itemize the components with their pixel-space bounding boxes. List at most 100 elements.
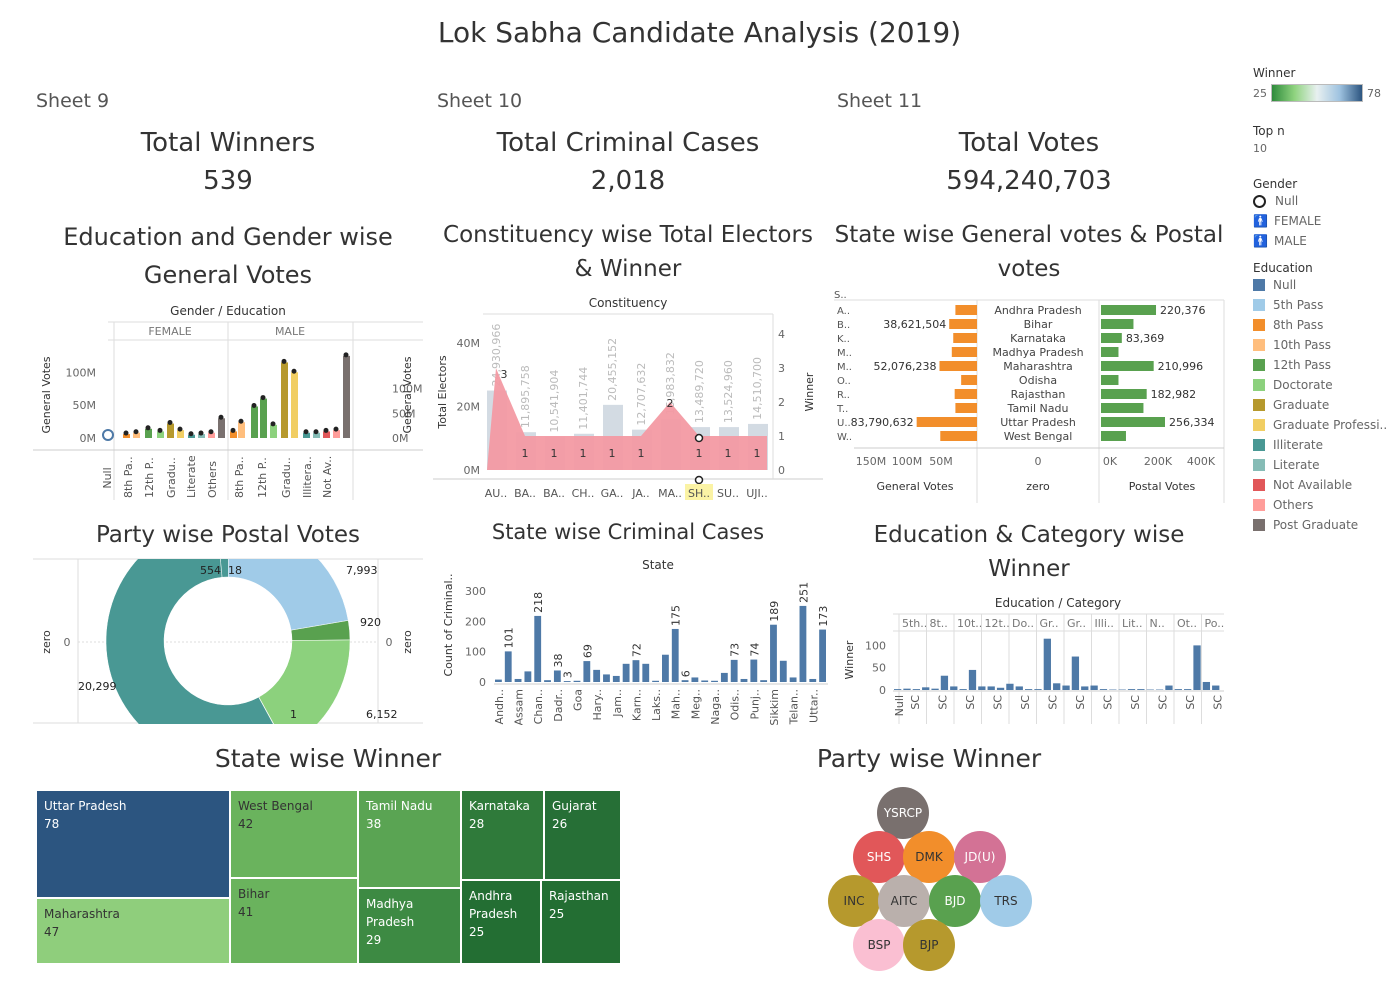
bubble-trs[interactable]: TRS <box>980 875 1032 927</box>
legend-swatch <box>1253 339 1265 351</box>
state-abbr: B.. <box>837 320 850 331</box>
legend-gender-null[interactable]: Null <box>1253 191 1393 211</box>
treemap-cell-karnataka[interactable]: Karnataka 28 <box>461 790 544 880</box>
kpi-total-votes-label: Total Votes <box>958 128 1100 158</box>
legend-winner-min: 25 <box>1253 86 1267 100</box>
state-abbr: W.. <box>837 432 852 443</box>
bar <box>1127 689 1136 690</box>
treemap-cell-uttar-pradesh[interactable]: Uttar Pradesh 78 <box>36 790 230 898</box>
legend-education-item[interactable]: Others <box>1253 495 1393 515</box>
bar <box>1015 686 1023 690</box>
x-tick-label: Naga.. <box>709 689 722 725</box>
legend-education-item[interactable]: 5th Pass <box>1253 295 1393 315</box>
bar-value-label: 251 <box>797 582 810 603</box>
bar-value-label: 173 <box>817 606 828 627</box>
treemap-value: 47 <box>44 925 60 939</box>
bar <box>1024 689 1033 690</box>
legend-gender-male[interactable]: 🚹 MALE <box>1253 231 1393 251</box>
donut-slice <box>258 639 351 724</box>
treemap-cell-madhya-pradesh[interactable]: Madhya Pradesh 29 <box>358 888 461 964</box>
bubble-bsp[interactable]: BSP <box>853 919 905 971</box>
electors-label: 13,489,720 <box>693 360 706 423</box>
education-header: 12t.. <box>985 617 1010 630</box>
x-tick-label: SC <box>964 695 977 710</box>
y2-tick-label: 1 <box>778 430 785 443</box>
y2-tick-label: 2 <box>778 396 785 409</box>
bar <box>931 688 939 690</box>
treemap-cell-gujarat[interactable]: Gujarat 26 <box>544 790 621 880</box>
postal-votes-label: 220,376 <box>1160 304 1206 317</box>
bubble-jdu[interactable]: JD(U) <box>954 831 1006 883</box>
slice-label: 6,152 <box>366 708 398 721</box>
x-tick-label: 12th P.. <box>143 457 156 498</box>
bubble-inc[interactable]: INC <box>828 875 880 927</box>
state-criminal-chart: State 0 100 200 300 Count of Criminal.. 101 218… <box>442 558 828 725</box>
bar-marker <box>177 426 183 432</box>
bar <box>740 678 748 682</box>
bubble-bjp[interactable]: BJP <box>903 919 955 971</box>
bar <box>711 680 718 682</box>
selected-marker <box>694 433 704 443</box>
legend-education-item[interactable]: Graduate <box>1253 395 1393 415</box>
y-tick-label: 0M <box>80 432 97 445</box>
bar <box>1053 683 1061 690</box>
bubble-bjd[interactable]: BJD <box>929 875 981 927</box>
legend-education-item[interactable]: 8th Pass <box>1253 315 1393 335</box>
slice-label: 7,993 <box>346 564 378 577</box>
education-header: Gr.. <box>1040 617 1059 630</box>
kpi-total-winners-label: Total Winners <box>140 128 316 158</box>
postal-votes-bar <box>1101 417 1165 427</box>
x-tick-label: JA.. <box>631 487 649 500</box>
legend-education-label: Null <box>1273 278 1297 292</box>
education-header: Illi.. <box>1095 617 1114 630</box>
legend-education-item[interactable]: Graduate Professi.. <box>1253 415 1393 435</box>
bar <box>281 362 288 438</box>
treemap-label: Madhya <box>366 897 414 911</box>
legend-swatch <box>1253 279 1265 291</box>
general-votes-bar <box>955 403 977 413</box>
treemap-cell-maharashtra[interactable]: Maharashtra 47 <box>36 898 230 964</box>
bar <box>987 686 995 690</box>
legend-education-item[interactable]: Literate <box>1253 455 1393 475</box>
legend-education-item[interactable]: Not Available <box>1253 475 1393 495</box>
bar-marker <box>343 352 349 358</box>
bar <box>544 680 551 682</box>
postal-votes-label: 210,996 <box>1158 360 1204 373</box>
edu-gender-title-line1: Education and Gender wise <box>63 223 393 251</box>
y-tick-label: 300 <box>465 585 486 598</box>
party-winner-bubbles: YSRCP SHS DMK JD(U) INC AITC BJD TRS BSP… <box>820 780 1050 980</box>
x-tick-label: Karn.. <box>630 689 643 721</box>
x-tick-label: 400K <box>1187 455 1216 468</box>
treemap-cell-andhra-pradesh[interactable]: Andhra Pradesh 25 <box>461 880 541 964</box>
electors-label: 20,455,152 <box>606 338 619 401</box>
y2-tick-label: 50M <box>392 407 416 420</box>
legend-education-item[interactable]: 10th Pass <box>1253 335 1393 355</box>
legend-gender-female[interactable]: 🚹 FEMALE <box>1253 211 1393 231</box>
legend-education-item[interactable]: Illiterate <box>1253 435 1393 455</box>
legend-gender-label: MALE <box>1274 234 1307 248</box>
legend-education-item[interactable]: Post Graduate <box>1253 515 1393 535</box>
x-tick-label: Gradu.. <box>280 457 293 498</box>
education-header: 10t.. <box>957 617 982 630</box>
bubble-dmk[interactable]: DMK <box>903 831 955 883</box>
x-tick-label: SC <box>1019 695 1032 710</box>
legend-education-item[interactable]: Doctorate <box>1253 375 1393 395</box>
treemap-cell-bihar[interactable]: Bihar 41 <box>230 878 358 964</box>
treemap-cell-west-bengal[interactable]: West Bengal 42 <box>230 790 358 878</box>
treemap-cell-tamil-nadu[interactable]: Tamil Nadu 38 <box>358 790 461 888</box>
bubble-ysrcp[interactable]: YSRCP <box>877 787 929 839</box>
winner-label: 1 <box>609 447 616 460</box>
legend-topn-value[interactable]: 10 <box>1253 142 1267 155</box>
x-tick-label: 100M <box>892 455 923 468</box>
legend-education-item[interactable]: 12th Pass <box>1253 355 1393 375</box>
bar <box>940 675 949 690</box>
general-votes-label: 38,621,504 <box>883 318 946 331</box>
treemap-cell-rajasthan[interactable]: Rajasthan 25 <box>541 880 621 964</box>
legend-swatch <box>1253 399 1265 411</box>
legend-education-item[interactable]: Null <box>1253 275 1393 295</box>
y-axis-label: zero <box>40 630 53 654</box>
bubble-aitc[interactable]: AITC <box>878 875 930 927</box>
chart-header: State <box>642 558 674 572</box>
donut-slice <box>220 559 229 578</box>
bubble-shs[interactable]: SHS <box>853 831 905 883</box>
